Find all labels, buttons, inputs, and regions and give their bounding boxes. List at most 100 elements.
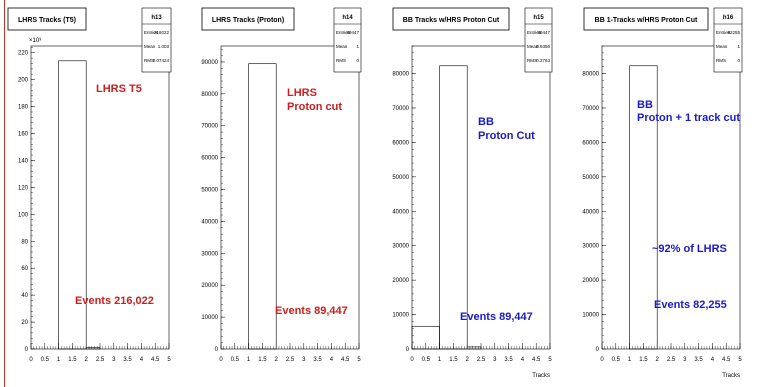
stats-label: Mean: [716, 44, 728, 49]
y-tick-label: 160: [18, 132, 29, 138]
y-tick-label: 20000: [392, 278, 409, 284]
stats-label: Mean: [336, 44, 348, 49]
y-tick-label: 90000: [201, 60, 218, 66]
x-tick-label: 0.5: [41, 357, 50, 363]
stats-value: 0.9356: [536, 44, 550, 49]
histogram-panel-3: BB Tracks w/HRS Proton Cut01000020000300…: [392, 7, 553, 379]
y-tick-label: 80000: [201, 92, 218, 98]
x-tick-label: 0: [219, 357, 223, 363]
x-tick-label: 4.5: [151, 357, 160, 363]
x-tick-label: 1: [57, 357, 61, 363]
x-tick-label: 4.5: [532, 357, 541, 363]
stats-value: 89447: [346, 30, 359, 35]
x-tick-label: 2.5: [477, 357, 486, 363]
y-tick-label: 20000: [582, 278, 599, 284]
x-tick-label: 1: [247, 357, 251, 363]
annotation-text: Events 89,447: [460, 311, 533, 323]
y-tick-label: 100: [18, 212, 29, 218]
x-tick-label: 0: [600, 357, 604, 363]
x-tick-label: 1.5: [68, 357, 77, 363]
histogram-bar: [629, 65, 658, 350]
x-tick-label: 2.5: [286, 357, 295, 363]
y-tick-label: 200: [18, 78, 29, 84]
stats-box: [713, 7, 743, 73]
title-box: [201, 7, 295, 31]
chart-title: LHRS Tracks (Proton): [212, 17, 284, 24]
stats-name: h16: [723, 15, 734, 21]
annotation-text: Proton Cut: [478, 130, 535, 142]
annotation-text: Events 82,255: [654, 299, 727, 311]
x-tick-label: 2: [466, 357, 470, 363]
y-tick-label: 10000: [582, 313, 599, 319]
y-tick-label: 70000: [582, 106, 599, 112]
x-tick-label: 3.5: [123, 357, 132, 363]
stats-value: 216022: [154, 30, 170, 35]
y-tick-label: 80: [21, 239, 28, 245]
y-tick-label: 10000: [201, 315, 218, 321]
annotation-text: LHRS: [287, 87, 317, 99]
stats-value: 89447: [537, 30, 550, 35]
y-tick-label: 20000: [201, 283, 218, 289]
stats-name: h14: [342, 15, 353, 21]
x-tick-label: 5: [357, 357, 361, 363]
x-tick-label: 4.5: [722, 357, 731, 363]
histogram-bar: [248, 63, 277, 350]
annotation-text: Events 89,447: [275, 305, 348, 317]
y-tick-label: 50000: [392, 175, 409, 181]
y-tick-label: 70000: [392, 106, 409, 112]
y-tick-label: 0: [596, 347, 600, 353]
stats-label: Entries: [527, 30, 542, 35]
y-tick-label: 140: [18, 158, 29, 164]
stats-name: h13: [151, 15, 162, 21]
y-tick-label: 80000: [582, 72, 599, 78]
y-tick-label: 30000: [392, 244, 409, 250]
x-tick-label: 3.5: [313, 357, 322, 363]
stats-value: 1.003: [158, 44, 170, 49]
stats-label: Entries: [336, 30, 351, 35]
y-tick-label: 10000: [392, 313, 409, 319]
x-tick-label: 2.5: [667, 357, 676, 363]
stats-label: RMS: [527, 58, 537, 63]
stats-box: [333, 7, 362, 73]
annotation-text: Proton + 1 track cut: [637, 112, 740, 124]
y-tick-label: 60000: [582, 140, 599, 146]
histogram-bar: [439, 65, 468, 350]
y-tick-label: 40: [21, 293, 28, 299]
y-tick-label: 30000: [201, 251, 218, 257]
y-tick-label: 60000: [392, 140, 409, 146]
y-tick-label: 50000: [201, 188, 218, 194]
x-tick-label: 5: [738, 357, 742, 363]
annotation-text: LHRS T5: [96, 83, 142, 95]
x-tick-label: 0.5: [612, 357, 621, 363]
x-tick-label: 2: [85, 357, 89, 363]
y-tick-label: 60: [21, 266, 28, 272]
y-tick-label: 40000: [582, 209, 599, 215]
x-tick-label: 0: [410, 357, 414, 363]
y-tick-label: 30000: [582, 244, 599, 250]
annotation-text: Proton cut: [287, 101, 342, 113]
histogram-panel-1: LHRS Tracks (T5)020406080100120140160180…: [7, 7, 171, 363]
stats-box: [524, 7, 553, 73]
y-tick-label: 0: [215, 347, 219, 353]
x-tick-label: 2.5: [96, 357, 105, 363]
annotation-text: ~92% of LHRS: [652, 243, 727, 255]
y-exponent-label: ×10³: [29, 38, 41, 44]
x-tick-label: 2: [275, 357, 279, 363]
chart-title: LHRS Tracks (T5): [18, 17, 76, 24]
y-tick-label: 40000: [201, 219, 218, 225]
stats-value: 1: [737, 44, 740, 49]
x-tick-label: 4: [330, 357, 334, 363]
y-tick-label: 120: [18, 185, 29, 191]
annotation-text: BB: [637, 99, 653, 111]
x-tick-label: 3.5: [504, 357, 513, 363]
annotation-text: Events 216,022: [75, 295, 154, 307]
histogram-bar: [58, 60, 87, 350]
y-tick-label: 20: [21, 320, 28, 326]
histogram-panel-4: BB 1-Tracks w/HRS Proton Cut 0 10000 20000 3…: [582, 7, 743, 379]
x-tick-label: 5: [548, 357, 552, 363]
stats-value: 0.07424: [153, 58, 170, 63]
stats-label: RMS: [336, 58, 346, 63]
title-box: [583, 7, 709, 31]
histogram-bar: [85, 347, 101, 350]
